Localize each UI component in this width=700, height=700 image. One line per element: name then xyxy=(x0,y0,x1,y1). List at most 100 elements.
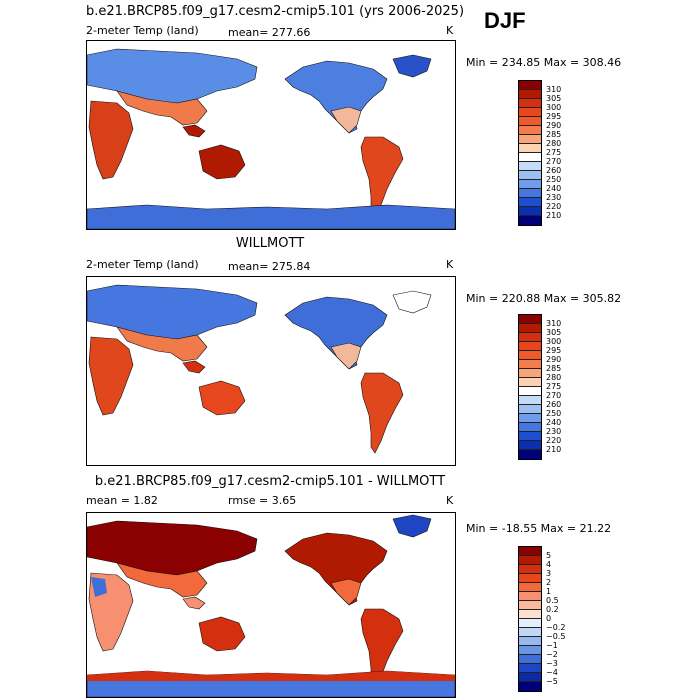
land-eurasia xyxy=(87,48,258,104)
panel-3-minmax: Min = -18.55 Max = 21.22 xyxy=(466,522,612,535)
colorbar-swatch xyxy=(519,180,541,189)
panel-3-mean: mean = 1.82 xyxy=(86,494,158,507)
panel-2-minmax: Min = 220.88 Max = 305.82 xyxy=(466,292,622,305)
colorbar-swatch xyxy=(519,135,541,144)
colorbar-tick-label: 275 xyxy=(546,148,562,157)
map-plot xyxy=(87,284,432,454)
colorbar-tick-label: 300 xyxy=(546,103,562,112)
colorbar-swatch xyxy=(519,601,541,610)
land-asia-south xyxy=(116,562,208,598)
colorbar-tick-label: 5 xyxy=(546,551,552,560)
colorbar-swatch xyxy=(519,351,541,360)
land-south-america xyxy=(360,136,404,218)
panel-3-rmse: rmse = 3.65 xyxy=(228,494,297,507)
colorbar-tick-label: −1 xyxy=(546,641,558,650)
colorbar-swatch xyxy=(519,99,541,108)
colorbar-tick-label: 285 xyxy=(546,364,562,373)
colorbar-swatch xyxy=(519,547,541,556)
colorbar-tick-label: 1 xyxy=(546,587,552,596)
land-greenland xyxy=(392,290,432,314)
colorbar-swatch xyxy=(519,414,541,423)
panel-3-title: b.e21.BRCP85.f09_g17.cesm2-cmip5.101 - W… xyxy=(94,474,446,489)
colorbar-swatch xyxy=(519,637,541,646)
colorbar-tick-label: −0.5 xyxy=(546,632,566,641)
land-eurasia xyxy=(87,284,258,340)
colorbar-swatch xyxy=(519,441,541,450)
colorbar-tick-label: 310 xyxy=(546,85,562,94)
colorbar-tick-label: 250 xyxy=(546,175,562,184)
colorbar-swatch xyxy=(519,583,541,592)
colorbar-tick-label: 220 xyxy=(546,202,562,211)
colorbar-swatch xyxy=(519,189,541,198)
land-africa xyxy=(88,100,134,180)
colorbar-swatch xyxy=(519,387,541,396)
colorbar-tick-label: −2 xyxy=(546,650,558,659)
land-north-america-south xyxy=(330,342,362,370)
land-africa-cold xyxy=(91,577,107,597)
colorbar-swatch xyxy=(519,628,541,637)
colorbar-swatch xyxy=(519,423,541,432)
colorbar-tick-label: 240 xyxy=(546,418,562,427)
colorbar-swatch xyxy=(519,574,541,583)
land-australia xyxy=(198,616,246,652)
colorbar-swatch xyxy=(519,126,541,135)
colorbar-swatch xyxy=(519,378,541,387)
colorbar-swatch xyxy=(519,117,541,126)
colorbar-swatch xyxy=(519,432,541,441)
land-antarctica xyxy=(87,204,455,229)
land-greenland xyxy=(392,514,432,538)
colorbar-swatch xyxy=(519,369,541,378)
colorbar-tick-label: 280 xyxy=(546,139,562,148)
colorbar-1 xyxy=(518,80,542,226)
colorbar-tick-label: 2 xyxy=(546,578,552,587)
land-north-america xyxy=(284,532,388,606)
land-south-america xyxy=(360,372,404,454)
colorbar-tick-label: 210 xyxy=(546,211,562,220)
colorbar-swatch xyxy=(519,162,541,171)
colorbar-tick-label: 305 xyxy=(546,94,562,103)
colorbar-swatch xyxy=(519,396,541,405)
colorbar-swatch xyxy=(519,405,541,414)
land-asia-south xyxy=(116,326,208,362)
colorbar-tick-label: 290 xyxy=(546,121,562,130)
colorbar-swatch xyxy=(519,315,541,324)
colorbar-swatch xyxy=(519,673,541,682)
land-greenland xyxy=(392,54,432,78)
colorbar-tick-label: −0.2 xyxy=(546,623,566,632)
colorbar-tick-label: 230 xyxy=(546,427,562,436)
colorbar-tick-label: 0 xyxy=(546,614,552,623)
panel-1-unit: K xyxy=(446,24,454,37)
land-eurasia xyxy=(87,520,258,576)
land-maritime xyxy=(182,596,206,610)
land-australia xyxy=(198,380,246,416)
land-maritime xyxy=(182,124,206,138)
colorbar-tick-label: −3 xyxy=(546,659,558,668)
land-australia xyxy=(198,144,246,180)
colorbar-tick-label: 295 xyxy=(546,112,562,121)
colorbar-tick-label: 270 xyxy=(546,157,562,166)
colorbar-tick-label: 310 xyxy=(546,319,562,328)
colorbar-tick-label: −5 xyxy=(546,677,558,686)
panel-2-variable: 2-meter Temp (land) xyxy=(86,258,199,271)
colorbar-swatch xyxy=(519,198,541,207)
panel-1-mean: mean= 277.66 xyxy=(228,26,311,39)
colorbar-swatch xyxy=(519,592,541,601)
colorbar-swatch xyxy=(519,655,541,664)
colorbar-swatch xyxy=(519,556,541,565)
land-north-america-south xyxy=(330,578,362,606)
colorbar-swatch xyxy=(519,171,541,180)
colorbar-swatch xyxy=(519,333,541,342)
land-maritime xyxy=(182,360,206,374)
panel-2-map xyxy=(86,276,456,466)
colorbar-swatch xyxy=(519,682,541,691)
land-north-america xyxy=(284,60,388,134)
colorbar-swatch xyxy=(519,565,541,574)
colorbar-swatch xyxy=(519,153,541,162)
colorbar-swatch xyxy=(519,610,541,619)
panel-1-minmax: Min = 234.85 Max = 308.46 xyxy=(466,56,622,69)
colorbar-swatch xyxy=(519,108,541,117)
panel-2-unit: K xyxy=(446,258,454,271)
panel-2-mean: mean= 275.84 xyxy=(228,260,311,273)
colorbar-swatch xyxy=(519,342,541,351)
colorbar-tick-label: 305 xyxy=(546,328,562,337)
